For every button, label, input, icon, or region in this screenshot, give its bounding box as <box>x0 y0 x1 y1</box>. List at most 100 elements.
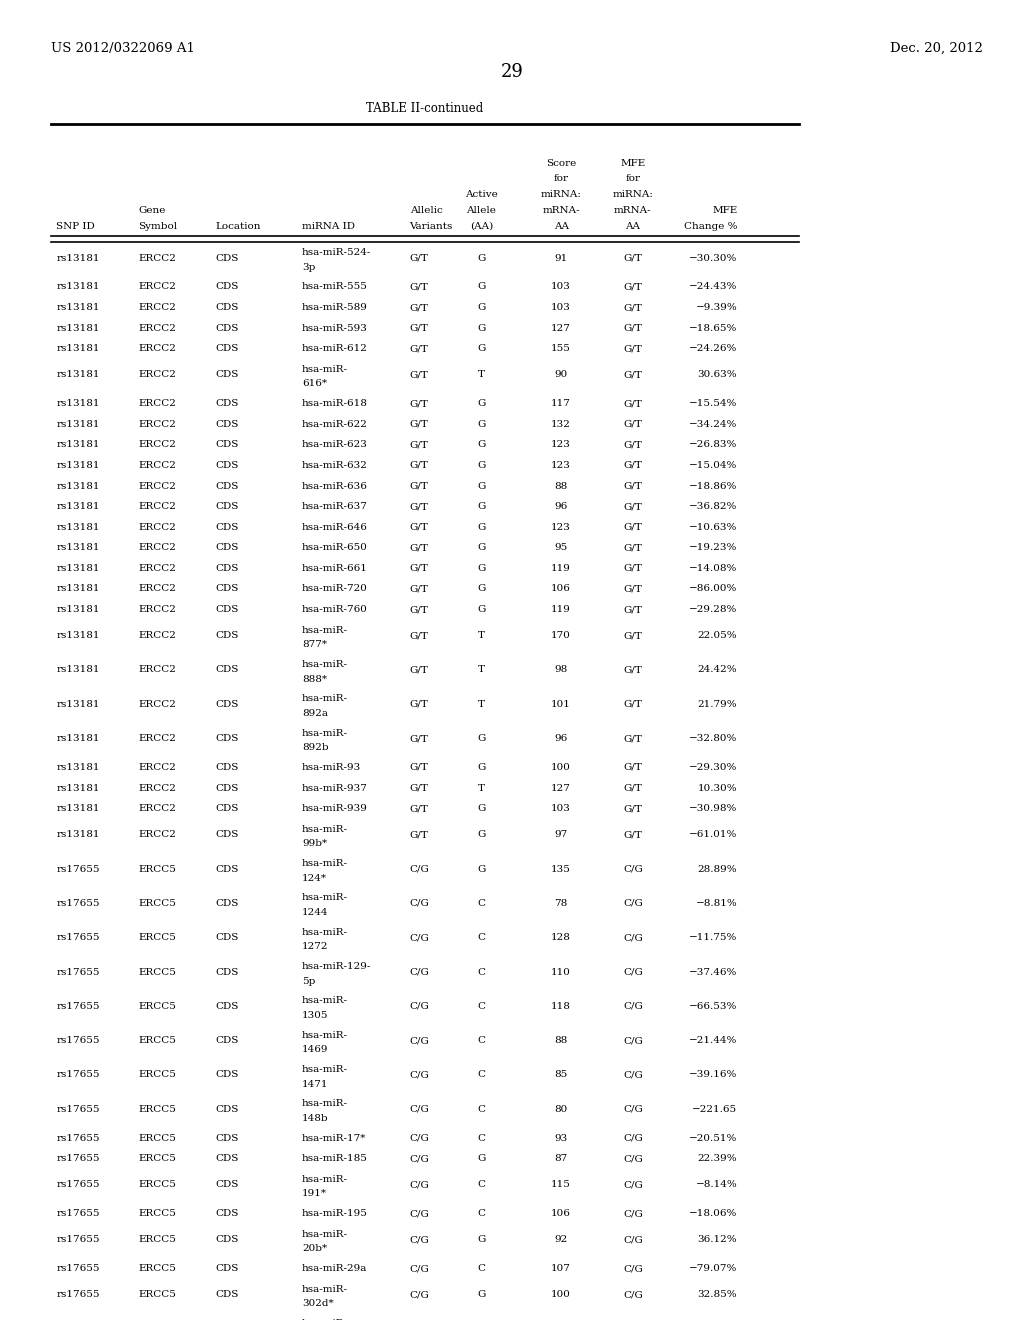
Text: ERCC5: ERCC5 <box>138 1105 176 1114</box>
Text: ERCC2: ERCC2 <box>138 631 176 640</box>
Text: C/G: C/G <box>410 1236 429 1245</box>
Text: G/T: G/T <box>410 441 428 449</box>
Text: 103: 103 <box>551 282 571 292</box>
Text: ERCC5: ERCC5 <box>138 1265 176 1272</box>
Text: CDS: CDS <box>215 323 239 333</box>
Text: CDS: CDS <box>215 830 239 840</box>
Text: 1471: 1471 <box>302 1080 329 1089</box>
Text: −19.23%: −19.23% <box>689 544 737 552</box>
Text: hsa-miR-129-: hsa-miR-129- <box>302 962 372 972</box>
Text: rs13181: rs13181 <box>56 734 99 743</box>
Text: 101: 101 <box>551 700 571 709</box>
Text: rs13181: rs13181 <box>56 461 99 470</box>
Text: G: G <box>477 564 485 573</box>
Text: G: G <box>477 734 485 743</box>
Text: Location: Location <box>215 222 260 231</box>
Text: G/T: G/T <box>410 763 428 772</box>
Text: hsa-miR-632: hsa-miR-632 <box>302 461 368 470</box>
Text: miRNA:: miRNA: <box>612 190 653 199</box>
Text: −36.82%: −36.82% <box>689 502 737 511</box>
Text: G/T: G/T <box>624 804 642 813</box>
Text: 22.39%: 22.39% <box>697 1154 737 1163</box>
Text: 107: 107 <box>551 1265 571 1272</box>
Text: G: G <box>477 523 485 532</box>
Text: 616*: 616* <box>302 379 327 388</box>
Text: G: G <box>477 482 485 491</box>
Text: −18.06%: −18.06% <box>689 1209 737 1218</box>
Text: 28.89%: 28.89% <box>697 865 737 874</box>
Text: −30.98%: −30.98% <box>689 804 737 813</box>
Text: CDS: CDS <box>215 1036 239 1045</box>
Text: hsa-miR-636: hsa-miR-636 <box>302 482 368 491</box>
Text: 10.30%: 10.30% <box>697 784 737 792</box>
Text: C: C <box>477 968 485 977</box>
Text: for: for <box>554 174 568 183</box>
Text: CDS: CDS <box>215 784 239 792</box>
Text: 90: 90 <box>555 371 567 379</box>
Text: CDS: CDS <box>215 1236 239 1245</box>
Text: 96: 96 <box>555 502 567 511</box>
Text: hsa-miR-17*: hsa-miR-17* <box>302 1134 367 1143</box>
Text: hsa-miR-: hsa-miR- <box>302 894 348 903</box>
Text: 20b*: 20b* <box>302 1245 328 1253</box>
Text: G/T: G/T <box>410 399 428 408</box>
Text: CDS: CDS <box>215 1154 239 1163</box>
Text: C/G: C/G <box>410 1290 429 1299</box>
Text: ERCC2: ERCC2 <box>138 461 176 470</box>
Text: G/T: G/T <box>624 700 642 709</box>
Text: rs13181: rs13181 <box>56 399 99 408</box>
Text: CDS: CDS <box>215 523 239 532</box>
Text: hsa-miR-524-: hsa-miR-524- <box>302 248 372 257</box>
Text: rs13181: rs13181 <box>56 804 99 813</box>
Text: Score: Score <box>546 158 577 168</box>
Text: G/T: G/T <box>410 665 428 675</box>
Text: ERCC5: ERCC5 <box>138 1071 176 1080</box>
Text: rs13181: rs13181 <box>56 830 99 840</box>
Text: G/T: G/T <box>624 631 642 640</box>
Text: C/G: C/G <box>623 933 643 942</box>
Text: CDS: CDS <box>215 700 239 709</box>
Text: G/T: G/T <box>410 734 428 743</box>
Text: 128: 128 <box>551 933 571 942</box>
Text: 22.05%: 22.05% <box>697 631 737 640</box>
Text: ERCC5: ERCC5 <box>138 1236 176 1245</box>
Text: rs13181: rs13181 <box>56 523 99 532</box>
Text: rs13181: rs13181 <box>56 665 99 675</box>
Text: T: T <box>478 700 484 709</box>
Text: C: C <box>477 1071 485 1080</box>
Text: rs13181: rs13181 <box>56 304 99 312</box>
Text: 1272: 1272 <box>302 942 329 952</box>
Text: 1305: 1305 <box>302 1011 329 1020</box>
Text: −24.43%: −24.43% <box>689 282 737 292</box>
Text: G/T: G/T <box>624 564 642 573</box>
Text: Allele: Allele <box>466 206 497 215</box>
Text: CDS: CDS <box>215 420 239 429</box>
Text: G/T: G/T <box>410 700 428 709</box>
Text: C/G: C/G <box>623 1105 643 1114</box>
Text: 97: 97 <box>555 830 567 840</box>
Text: rs17655: rs17655 <box>56 899 99 908</box>
Text: hsa-miR-593: hsa-miR-593 <box>302 323 368 333</box>
Text: −15.04%: −15.04% <box>689 461 737 470</box>
Text: G/T: G/T <box>410 345 428 354</box>
Text: TABLE II-continued: TABLE II-continued <box>367 102 483 115</box>
Text: 78: 78 <box>555 899 567 908</box>
Text: 124*: 124* <box>302 874 327 883</box>
Text: 36.12%: 36.12% <box>697 1236 737 1245</box>
Text: rs13181: rs13181 <box>56 371 99 379</box>
Text: G: G <box>477 763 485 772</box>
Text: hsa-miR-939: hsa-miR-939 <box>302 804 368 813</box>
Text: 119: 119 <box>551 564 571 573</box>
Text: AA: AA <box>554 222 568 231</box>
Text: C: C <box>477 1036 485 1045</box>
Text: 123: 123 <box>551 461 571 470</box>
Text: −61.01%: −61.01% <box>689 830 737 840</box>
Text: mRNA-: mRNA- <box>614 206 651 215</box>
Text: 99b*: 99b* <box>302 840 328 849</box>
Text: G/T: G/T <box>410 304 428 312</box>
Text: C/G: C/G <box>623 865 643 874</box>
Text: 24.42%: 24.42% <box>697 665 737 675</box>
Text: G/T: G/T <box>410 323 428 333</box>
Text: C: C <box>477 1105 485 1114</box>
Text: G/T: G/T <box>624 544 642 552</box>
